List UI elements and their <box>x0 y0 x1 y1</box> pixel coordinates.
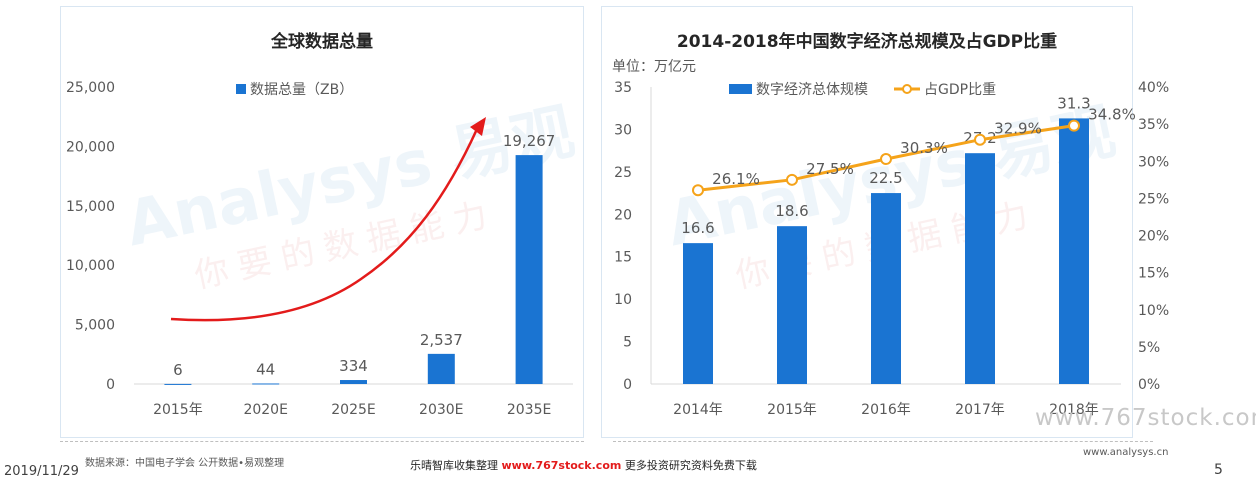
x-tick-label: 2030E <box>419 402 463 418</box>
gdp-share-point <box>692 184 704 197</box>
line-data-label: 34.8% <box>1088 106 1136 124</box>
bar-data-label: 16.6 <box>681 219 714 237</box>
growth-arrow-head <box>470 117 486 136</box>
legend-line-label: 占GDP比重 <box>924 82 996 98</box>
x-tick-label: 2014年 <box>673 402 723 418</box>
x-tick-label: 2035E <box>507 402 551 418</box>
line-data-label: 26.1% <box>712 170 760 188</box>
y-right-tick-label: 35% <box>1138 117 1169 133</box>
promo-site-link[interactable]: www.767stock.com <box>501 459 622 472</box>
report-date: 2019/11/29 <box>4 464 79 479</box>
y-right-tick-label: 10% <box>1138 303 1169 319</box>
y-right-tick-label: 30% <box>1138 154 1169 170</box>
y-right-tick-label: 15% <box>1138 266 1169 282</box>
gdp-share-point <box>786 173 798 186</box>
footer-divider-left <box>60 441 584 442</box>
promo-line: 乐晴智库收集整理 www.767stock.com 更多投资研究资料免费下载 <box>410 457 757 473</box>
footer-divider-right <box>613 441 1153 442</box>
legend-line-marker <box>902 84 912 94</box>
y-right-tick-label: 20% <box>1138 229 1169 245</box>
data-label: 2,537 <box>420 331 463 349</box>
growth-arrow-line <box>170 128 479 322</box>
bar-2030E <box>427 353 455 384</box>
y-left-tick-label: 5 <box>623 335 632 351</box>
bar-data-label: 31.3 <box>1057 94 1090 112</box>
x-tick-label: 2015年 <box>767 402 817 418</box>
x-tick-label: 2016年 <box>861 402 911 418</box>
china-digital-economy-combo-chart: 0 5 10 15 20 25 30 35 0% 5% 10% 15% 20% 25% 30% 35% 40% 1… <box>614 80 1169 418</box>
x-tick-label: 2020E <box>243 402 287 418</box>
x-tick-label: 2017年 <box>955 402 1005 418</box>
legend-bar-swatch <box>729 84 752 94</box>
bar-2035E <box>515 155 543 384</box>
global-data-bar-chart: 0 5,000 10,000 15,000 20,000 25,000 6 2015年 44 20… <box>66 80 573 418</box>
source-note: 数据来源：中国电子学会 公开数据•易观整理 <box>85 458 285 469</box>
bar-2020E <box>252 383 280 385</box>
y-left-tick-label: 30 <box>614 122 632 138</box>
y-left-tick-label: 15 <box>614 250 632 266</box>
gdp-share-point <box>880 153 892 166</box>
y-right-tick-label: 0% <box>1138 377 1160 393</box>
line-data-label: 30.3% <box>900 139 948 157</box>
chart-title: 全球数据总量 <box>271 32 373 52</box>
bar-2017年 <box>965 153 995 384</box>
y-tick-label: 0 <box>106 377 115 393</box>
x-tick-label: 2025E <box>331 402 375 418</box>
site-watermark: www.767stock.com <box>1035 405 1256 431</box>
y-left-tick-label: 35 <box>614 80 632 96</box>
y-left-tick-label: 20 <box>614 207 632 223</box>
gdp-share-point <box>974 133 986 146</box>
y-left-tick-label: 0 <box>623 377 632 393</box>
bar-2018年 <box>1059 118 1089 384</box>
x-tick-label: 2015年 <box>153 402 203 418</box>
legend-bar-label: 数字经济总体规模 <box>756 82 868 98</box>
y-right-tick-label: 5% <box>1138 340 1160 356</box>
data-label: 6 <box>173 361 183 379</box>
y-left-tick-label: 25 <box>614 165 632 181</box>
analysys-website-link[interactable]: www.analysys.cn <box>1083 447 1169 458</box>
bar-2015年 <box>164 383 192 385</box>
y-tick-label: 5,000 <box>75 318 115 334</box>
legend-swatch <box>236 84 246 94</box>
y-tick-label: 10,000 <box>66 258 115 274</box>
bar-data-label: 22.5 <box>869 169 902 187</box>
chart-title: 2014-2018年中国数字经济总规模及占GDP比重 <box>676 32 1058 52</box>
promo-prefix: 乐晴智库收集整理 <box>410 459 498 472</box>
y-right-tick-label: 40% <box>1138 80 1169 96</box>
bar-data-label: 18.6 <box>775 202 808 220</box>
y-tick-label: 15,000 <box>66 199 115 215</box>
china-digital-economy-chart-panel: 2014-2018年中国数字经济总规模及占GDP比重 单位：万亿元 Analys… <box>601 6 1169 438</box>
line-data-label: 27.5% <box>806 160 854 178</box>
data-label: 334 <box>339 357 368 375</box>
global-data-chart-panel: 全球数据总量 Analysys 易观 你要的数据能力 0 5,000 10,000 1… <box>60 6 584 438</box>
y-tick-label: 20,000 <box>66 139 115 155</box>
page-number: 5 <box>1214 462 1223 478</box>
gdp-share-point <box>1068 119 1080 132</box>
y-tick-label: 25,000 <box>66 80 115 96</box>
bar-2014年 <box>683 243 713 384</box>
x-tick-label: 2018年 <box>1049 402 1099 418</box>
data-label: 44 <box>256 360 275 378</box>
legend-label: 数据总量（ZB） <box>250 82 353 98</box>
bar-2015年 <box>777 226 807 384</box>
bar-2016年 <box>871 193 901 384</box>
data-label: 19,267 <box>503 132 556 150</box>
bar-2025E <box>340 380 367 384</box>
line-data-label: 32.9% <box>994 120 1042 138</box>
promo-suffix: 更多投资研究资料免费下载 <box>624 459 757 472</box>
y-right-tick-label: 25% <box>1138 191 1169 207</box>
y-left-tick-label: 10 <box>614 292 632 308</box>
unit-label: 单位：万亿元 <box>612 59 696 75</box>
